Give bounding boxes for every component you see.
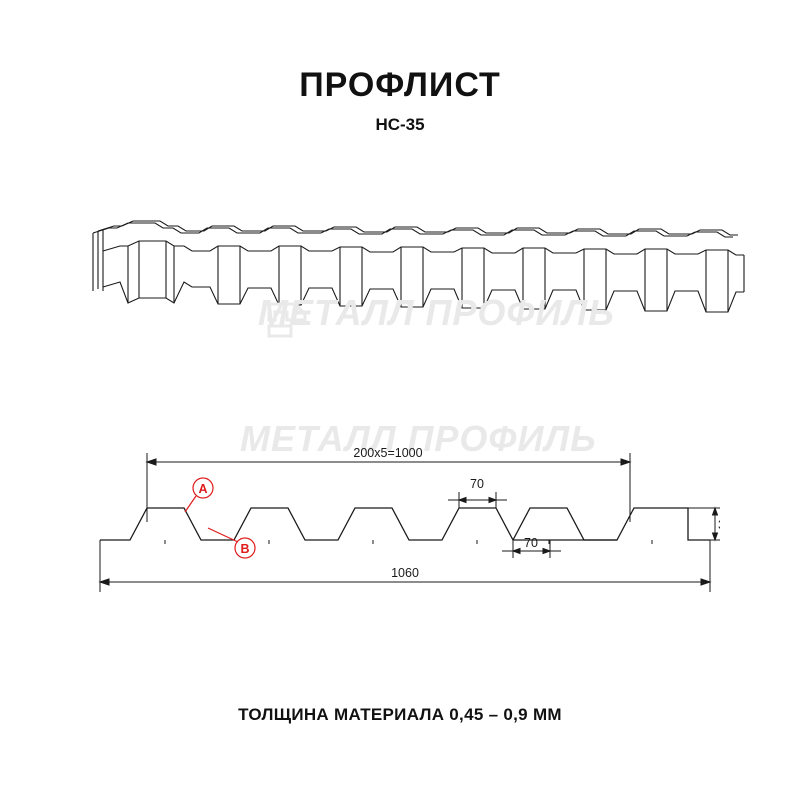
model-subtitle: НС-35 [375,115,425,134]
callout-b-label: B [240,542,249,556]
dim-rib-bottom-label: 70 [524,536,538,550]
dim-total-width-label: 1060 [391,566,419,580]
page-title: ПРОФЛИСТ [299,66,501,104]
callout-a-label: A [198,482,207,496]
section-view: 200x5=1000 70 70 1060 35 A B [90,430,720,610]
dim-height-label: 35 [718,518,720,532]
dim-rib-top-label: 70 [470,477,484,491]
watermark-logo-icon [265,300,317,340]
dim-pitch-label: 200x5=1000 [353,446,422,460]
material-thickness-note: ТОЛЩИНА МАТЕРИАЛА 0,45 – 0,9 ММ [238,705,562,724]
isometric-view [60,195,750,345]
